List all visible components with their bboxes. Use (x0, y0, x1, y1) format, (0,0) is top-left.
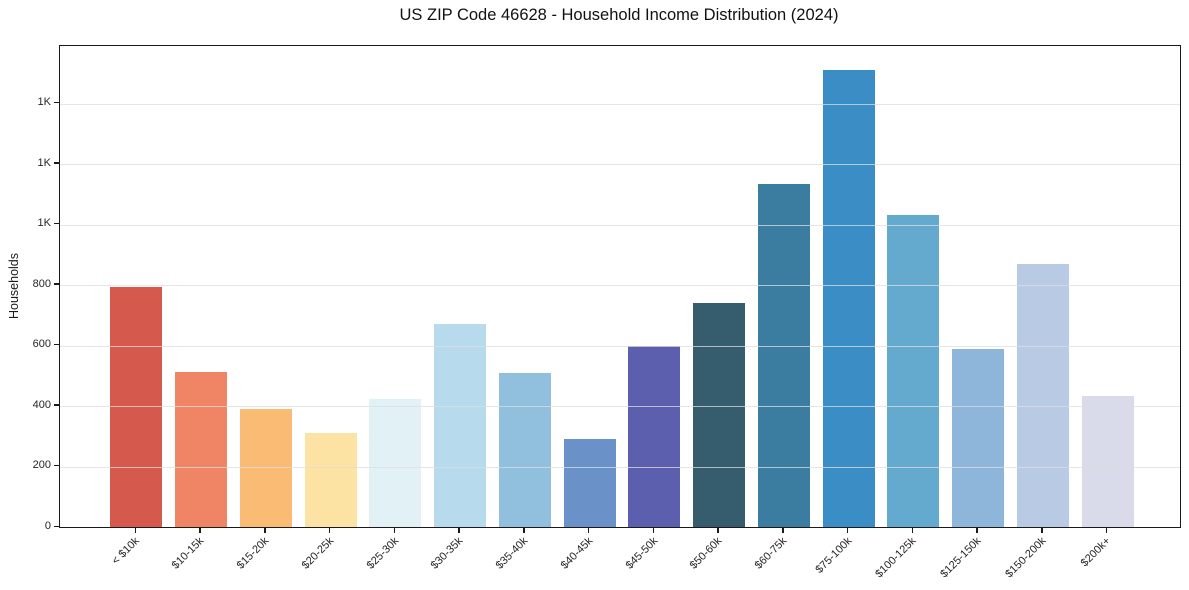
gridline (60, 406, 1180, 407)
x-tick-label: $15-20k (234, 535, 272, 572)
x-tick-mark (782, 528, 784, 533)
bar (563, 439, 616, 527)
bar (952, 348, 1005, 527)
x-tick-label: $60-75k (752, 535, 790, 572)
x-tick-mark (134, 528, 137, 533)
bar (498, 373, 551, 527)
y-tick-mark (54, 525, 59, 527)
y-tick-mark (54, 222, 59, 225)
y-tick-mark (54, 101, 59, 104)
y-tick-mark (54, 343, 59, 346)
x-tick-label: $200k+ (1078, 535, 1114, 570)
y-tick-label: 200 (32, 459, 51, 472)
bar (239, 408, 292, 527)
x-tick-label: $100-125k (873, 535, 919, 581)
x-tick-mark (523, 528, 525, 533)
y-tick-label: 1K (37, 156, 51, 169)
bar (1081, 395, 1134, 527)
bar (822, 70, 875, 527)
gridline (60, 466, 1180, 468)
x-tick-mark (264, 528, 266, 533)
x-tick-mark (393, 528, 396, 533)
x-tick-label: $75-100k (813, 535, 855, 576)
bar (887, 214, 940, 527)
x-tick-label: $40-45k (558, 535, 596, 572)
gridline (60, 103, 1180, 105)
x-tick-label: $30-35k (429, 535, 466, 572)
bar (1016, 264, 1069, 527)
y-tick-label: 1K (37, 217, 51, 230)
y-tick-label: 0 (44, 520, 51, 532)
y-tick-label: 1K (37, 96, 51, 109)
x-tick-label: $25-30k (364, 535, 401, 572)
y-tick-label: 400 (32, 398, 51, 411)
plot-area (59, 45, 1181, 528)
x-tick-label: < $10k (109, 535, 142, 568)
bar (628, 345, 681, 527)
bar (757, 183, 810, 527)
x-tick-mark (846, 528, 849, 533)
x-tick-mark (1041, 528, 1043, 533)
x-tick-mark (1105, 528, 1108, 533)
x-tick-mark (328, 528, 331, 533)
x-tick-mark (976, 528, 978, 533)
x-tick-label: $20-25k (299, 535, 337, 572)
x-tick-mark (911, 528, 914, 533)
gridline (60, 164, 1180, 165)
bar (304, 432, 357, 527)
chart-title: US ZIP Code 46628 - Household Income Dis… (399, 6, 839, 24)
y-tick-mark (54, 464, 59, 467)
x-tick-label: $35-40k (493, 535, 531, 572)
x-tick-label: $150-200k (1003, 535, 1049, 581)
x-tick-label: $50-60k (688, 535, 725, 572)
gridline (60, 345, 1180, 347)
gridline (60, 224, 1180, 226)
y-tick-mark (54, 162, 59, 164)
bar (175, 372, 228, 527)
x-tick-label: $125-150k (938, 535, 984, 581)
x-tick-mark (458, 528, 460, 533)
gridline (60, 285, 1180, 286)
y-tick-mark (54, 283, 59, 285)
x-tick-mark (652, 528, 655, 533)
bar (434, 323, 487, 527)
y-tick-mark (54, 404, 59, 406)
y-tick-label: 800 (32, 277, 51, 290)
x-tick-mark (199, 528, 201, 533)
bar (369, 398, 422, 527)
y-tick-label: 600 (32, 338, 51, 351)
x-tick-label: $10-15k (170, 535, 207, 572)
x-tick-label: $45-50k (623, 535, 660, 572)
x-tick-mark (587, 528, 590, 533)
x-tick-mark (717, 528, 719, 533)
bar (693, 302, 746, 527)
bar (110, 287, 163, 527)
